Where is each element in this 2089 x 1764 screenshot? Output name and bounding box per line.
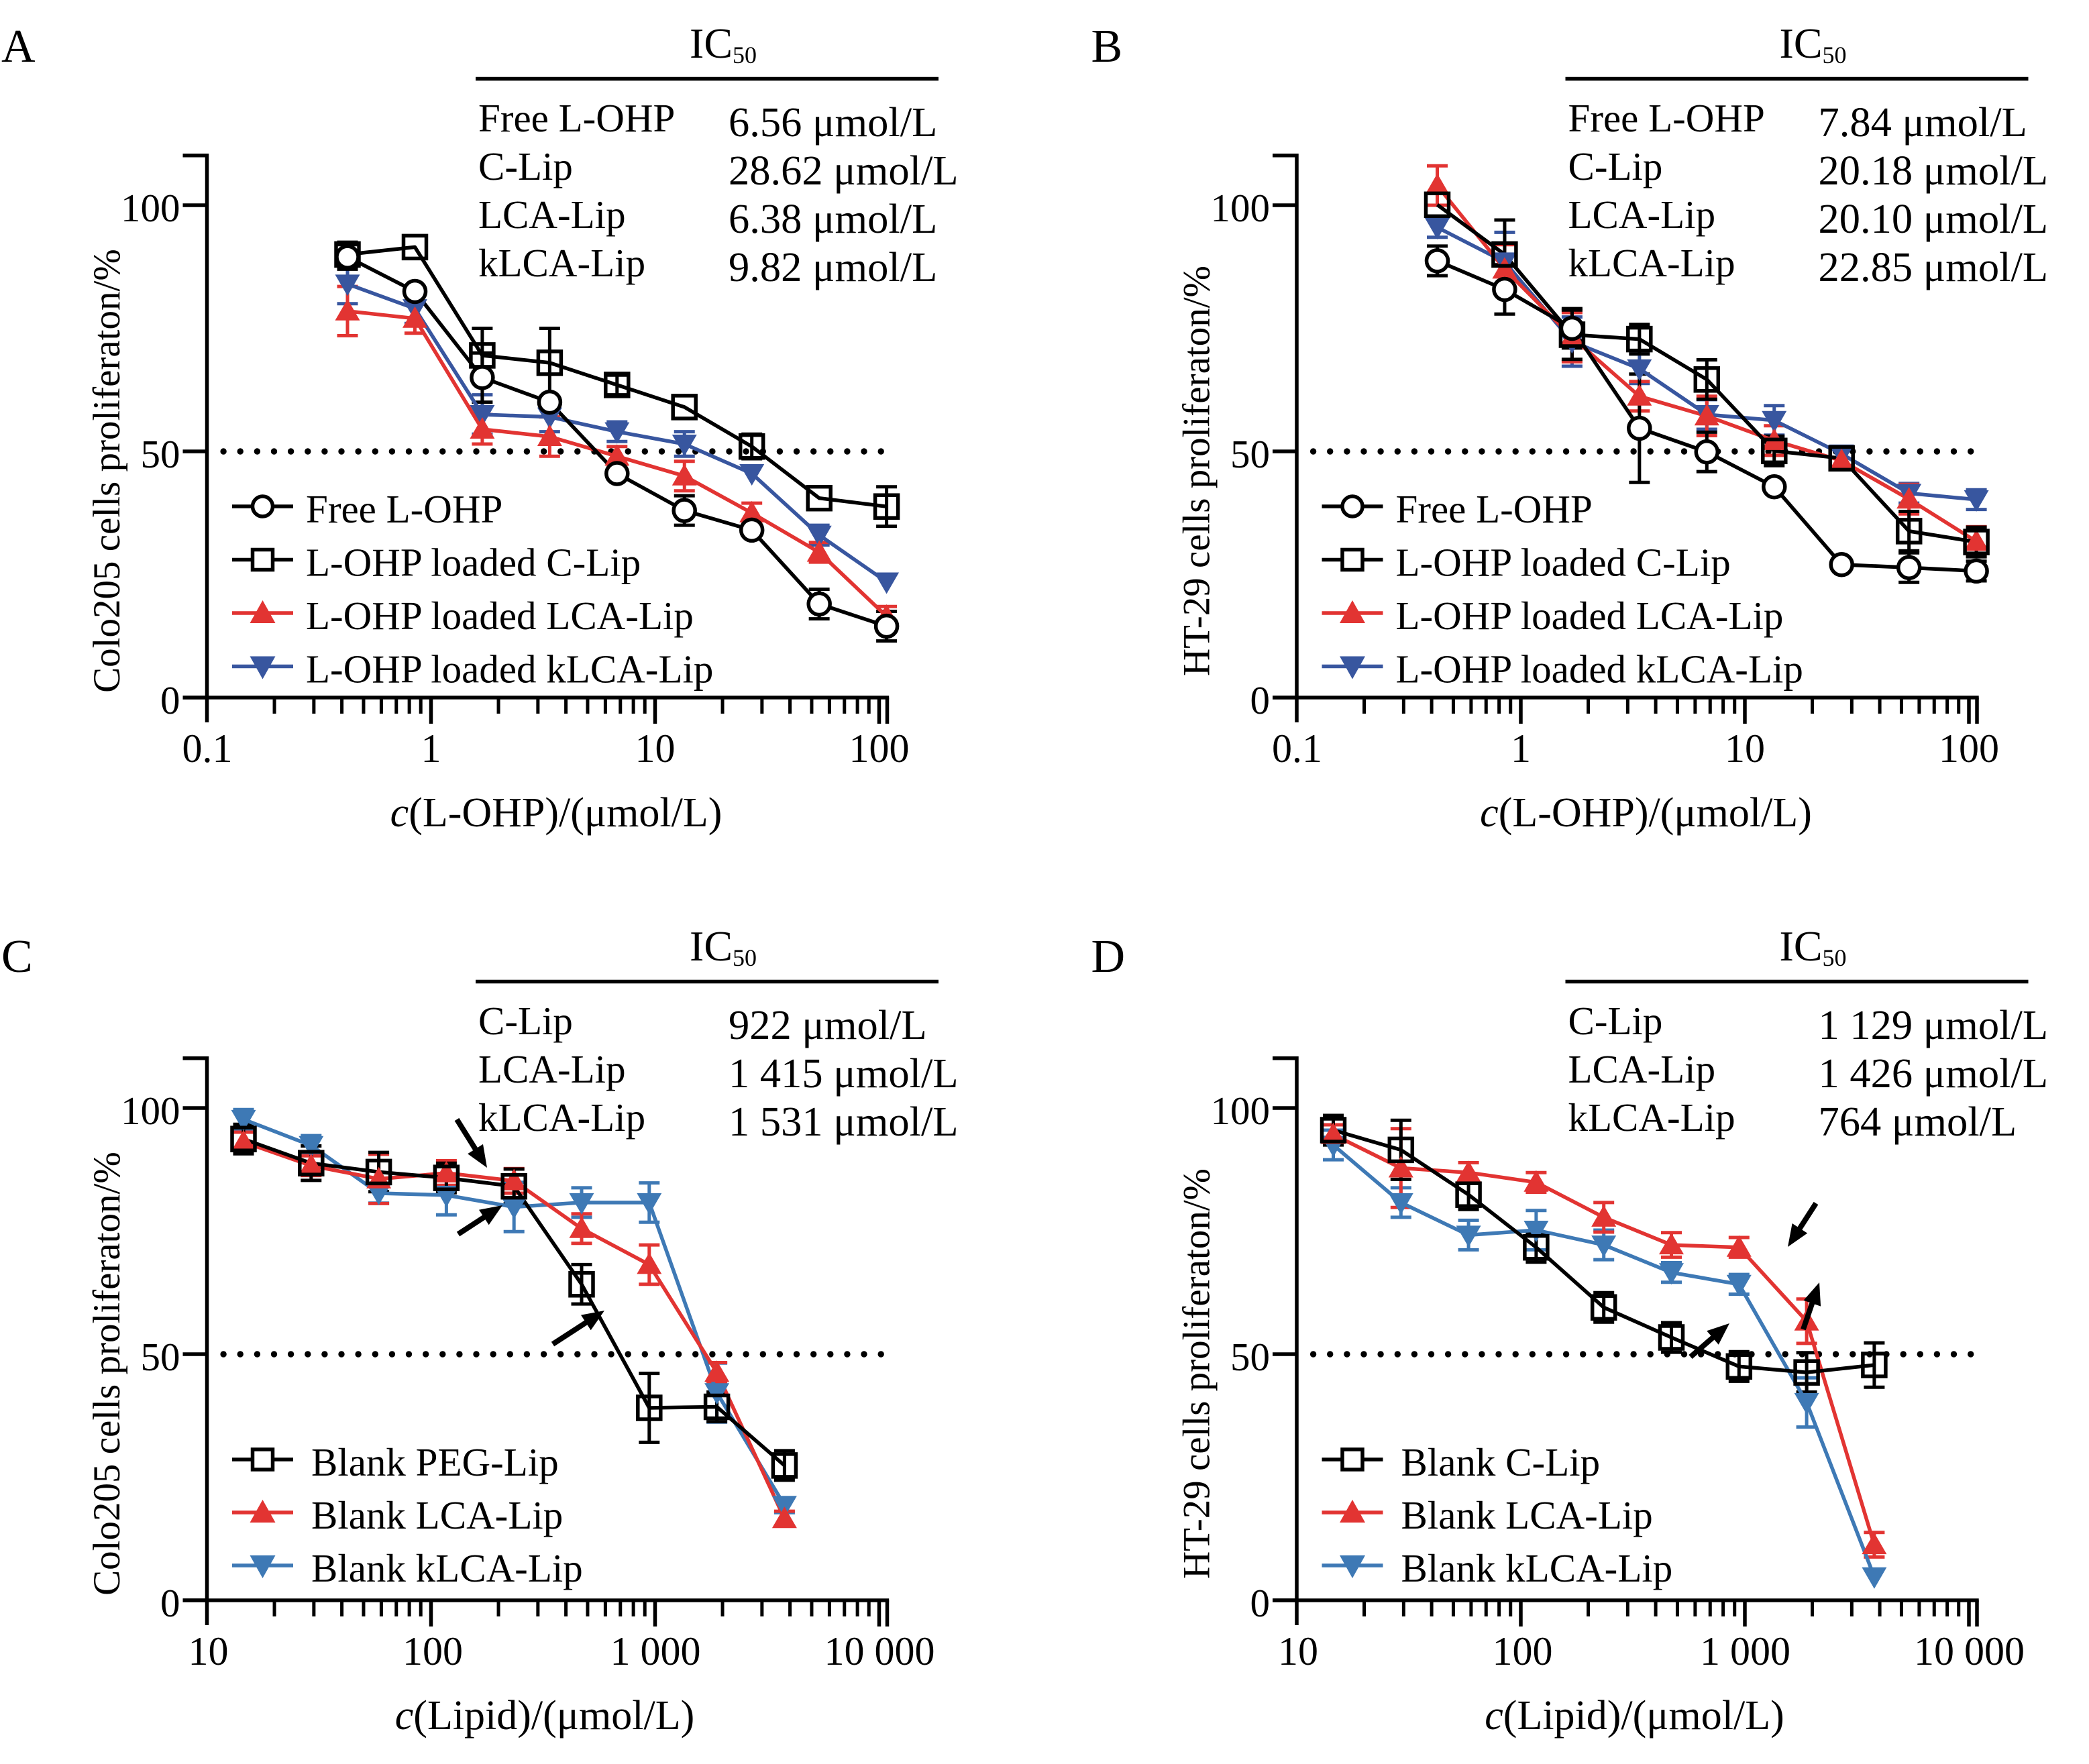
svg-text:50: 50 xyxy=(141,1335,180,1379)
svg-text:6.56 μmol/L: 6.56 μmol/L xyxy=(729,99,937,146)
svg-text:kLCA-Lip: kLCA-Lip xyxy=(478,241,645,285)
svg-text:1 531 μmol/L: 1 531 μmol/L xyxy=(729,1098,959,1145)
svg-text:10: 10 xyxy=(1725,726,1765,771)
svg-text:c(Lipid)/(μmol/L): c(Lipid)/(μmol/L) xyxy=(395,1693,694,1739)
svg-text:D: D xyxy=(1091,931,1126,983)
svg-text:kLCA-Lip: kLCA-Lip xyxy=(1568,241,1735,285)
svg-text:L-OHP loaded LCA-Lip: L-OHP loaded LCA-Lip xyxy=(306,594,694,638)
svg-text:10 000: 10 000 xyxy=(824,1629,935,1673)
svg-text:Free L-OHP: Free L-OHP xyxy=(306,487,502,531)
svg-text:L-OHP loaded C-Lip: L-OHP loaded C-Lip xyxy=(306,541,641,585)
svg-text:100: 100 xyxy=(1493,1629,1553,1673)
svg-text:L-OHP loaded kLCA-Lip: L-OHP loaded kLCA-Lip xyxy=(1396,647,1803,692)
svg-text:10: 10 xyxy=(189,1629,229,1673)
svg-text:Free L-OHP: Free L-OHP xyxy=(1396,487,1593,531)
svg-text:kLCA-Lip: kLCA-Lip xyxy=(478,1095,645,1140)
svg-text:1 000: 1 000 xyxy=(610,1629,701,1673)
svg-text:100: 100 xyxy=(1939,726,1999,771)
svg-text:Blank LCA-Lip: Blank LCA-Lip xyxy=(311,1493,563,1537)
svg-text:50: 50 xyxy=(1230,432,1270,476)
svg-text:10: 10 xyxy=(635,726,676,771)
svg-text:0: 0 xyxy=(160,1581,180,1625)
svg-text:HT-29 cells proliferaton/%: HT-29 cells proliferaton/% xyxy=(1176,1168,1218,1579)
svg-text:C-Lip: C-Lip xyxy=(1568,999,1663,1043)
svg-text:c(Lipid)/(μmol/L): c(Lipid)/(μmol/L) xyxy=(1485,1693,1784,1739)
svg-text:0: 0 xyxy=(1250,1581,1271,1625)
svg-text:20.18 μmol/L: 20.18 μmol/L xyxy=(1819,147,2049,194)
svg-text:LCA-Lip: LCA-Lip xyxy=(1568,192,1716,237)
svg-text:100: 100 xyxy=(1211,1089,1271,1133)
svg-text:kLCA-Lip: kLCA-Lip xyxy=(1568,1095,1735,1140)
svg-text:100: 100 xyxy=(1211,186,1271,230)
svg-text:Blank C-Lip: Blank C-Lip xyxy=(1401,1440,1601,1484)
svg-text:100: 100 xyxy=(403,1629,463,1673)
svg-text:1 129 μmol/L: 1 129 μmol/L xyxy=(1819,1001,2049,1048)
svg-text:100: 100 xyxy=(849,726,910,771)
svg-text:Colo205 cells proliferaton/%: Colo205 cells proliferaton/% xyxy=(86,249,128,693)
svg-text:LCA-Lip: LCA-Lip xyxy=(1568,1047,1716,1091)
svg-text:A: A xyxy=(1,21,36,72)
svg-text:C-Lip: C-Lip xyxy=(478,144,573,188)
svg-text:Colo205 cells proliferaton/%: Colo205 cells proliferaton/% xyxy=(86,1152,128,1596)
svg-text:Blank kLCA-Lip: Blank kLCA-Lip xyxy=(311,1546,583,1590)
svg-text:100: 100 xyxy=(121,186,180,230)
svg-text:Free L-OHP: Free L-OHP xyxy=(1568,96,1765,140)
svg-text:B: B xyxy=(1091,21,1123,72)
svg-text:10: 10 xyxy=(1278,1629,1318,1673)
svg-text:922 μmol/L: 922 μmol/L xyxy=(729,1001,927,1048)
svg-text:HT-29 cells proliferaton/%: HT-29 cells proliferaton/% xyxy=(1176,266,1218,676)
svg-text:6.38 μmol/L: 6.38 μmol/L xyxy=(729,195,937,242)
svg-text:100: 100 xyxy=(121,1089,180,1133)
svg-text:1: 1 xyxy=(421,726,441,771)
svg-text:1 426 μmol/L: 1 426 μmol/L xyxy=(1819,1050,2049,1097)
svg-text:C-Lip: C-Lip xyxy=(1568,144,1663,188)
svg-text:0.1: 0.1 xyxy=(1272,726,1322,771)
svg-text:C: C xyxy=(1,931,33,983)
svg-text:1 000: 1 000 xyxy=(1700,1629,1790,1673)
svg-text:Blank LCA-Lip: Blank LCA-Lip xyxy=(1401,1493,1653,1537)
svg-text:0: 0 xyxy=(1250,678,1271,722)
svg-text:C-Lip: C-Lip xyxy=(478,999,573,1043)
svg-text:Free L-OHP: Free L-OHP xyxy=(478,96,675,140)
svg-text:50: 50 xyxy=(141,432,180,476)
svg-text:Blank kLCA-Lip: Blank kLCA-Lip xyxy=(1401,1546,1673,1590)
svg-text:0: 0 xyxy=(160,678,180,722)
svg-text:20.10 μmol/L: 20.10 μmol/L xyxy=(1819,195,2049,242)
svg-text:c(L-OHP)/(μmol/L): c(L-OHP)/(μmol/L) xyxy=(390,790,722,836)
svg-text:LCA-Lip: LCA-Lip xyxy=(478,1047,626,1091)
svg-text:0.1: 0.1 xyxy=(182,726,233,771)
svg-text:L-OHP loaded C-Lip: L-OHP loaded C-Lip xyxy=(1396,541,1731,585)
svg-text:22.85 μmol/L: 22.85 μmol/L xyxy=(1819,243,2049,290)
svg-text:7.84 μmol/L: 7.84 μmol/L xyxy=(1819,99,2027,146)
svg-text:Blank PEG-Lip: Blank PEG-Lip xyxy=(311,1440,559,1484)
svg-text:50: 50 xyxy=(1230,1335,1270,1379)
svg-text:1 415 μmol/L: 1 415 μmol/L xyxy=(729,1050,959,1097)
svg-text:9.82 μmol/L: 9.82 μmol/L xyxy=(729,243,937,290)
svg-text:L-OHP loaded LCA-Lip: L-OHP loaded LCA-Lip xyxy=(1396,594,1784,638)
svg-text:10 000: 10 000 xyxy=(1914,1629,2025,1673)
svg-text:28.62 μmol/L: 28.62 μmol/L xyxy=(729,147,959,194)
svg-text:L-OHP loaded kLCA-Lip: L-OHP loaded kLCA-Lip xyxy=(306,647,713,692)
svg-text:LCA-Lip: LCA-Lip xyxy=(478,192,626,237)
svg-text:764 μmol/L: 764 μmol/L xyxy=(1819,1098,2017,1145)
svg-text:c(L-OHP)/(μmol/L): c(L-OHP)/(μmol/L) xyxy=(1480,790,1812,836)
svg-text:1: 1 xyxy=(1511,726,1531,771)
